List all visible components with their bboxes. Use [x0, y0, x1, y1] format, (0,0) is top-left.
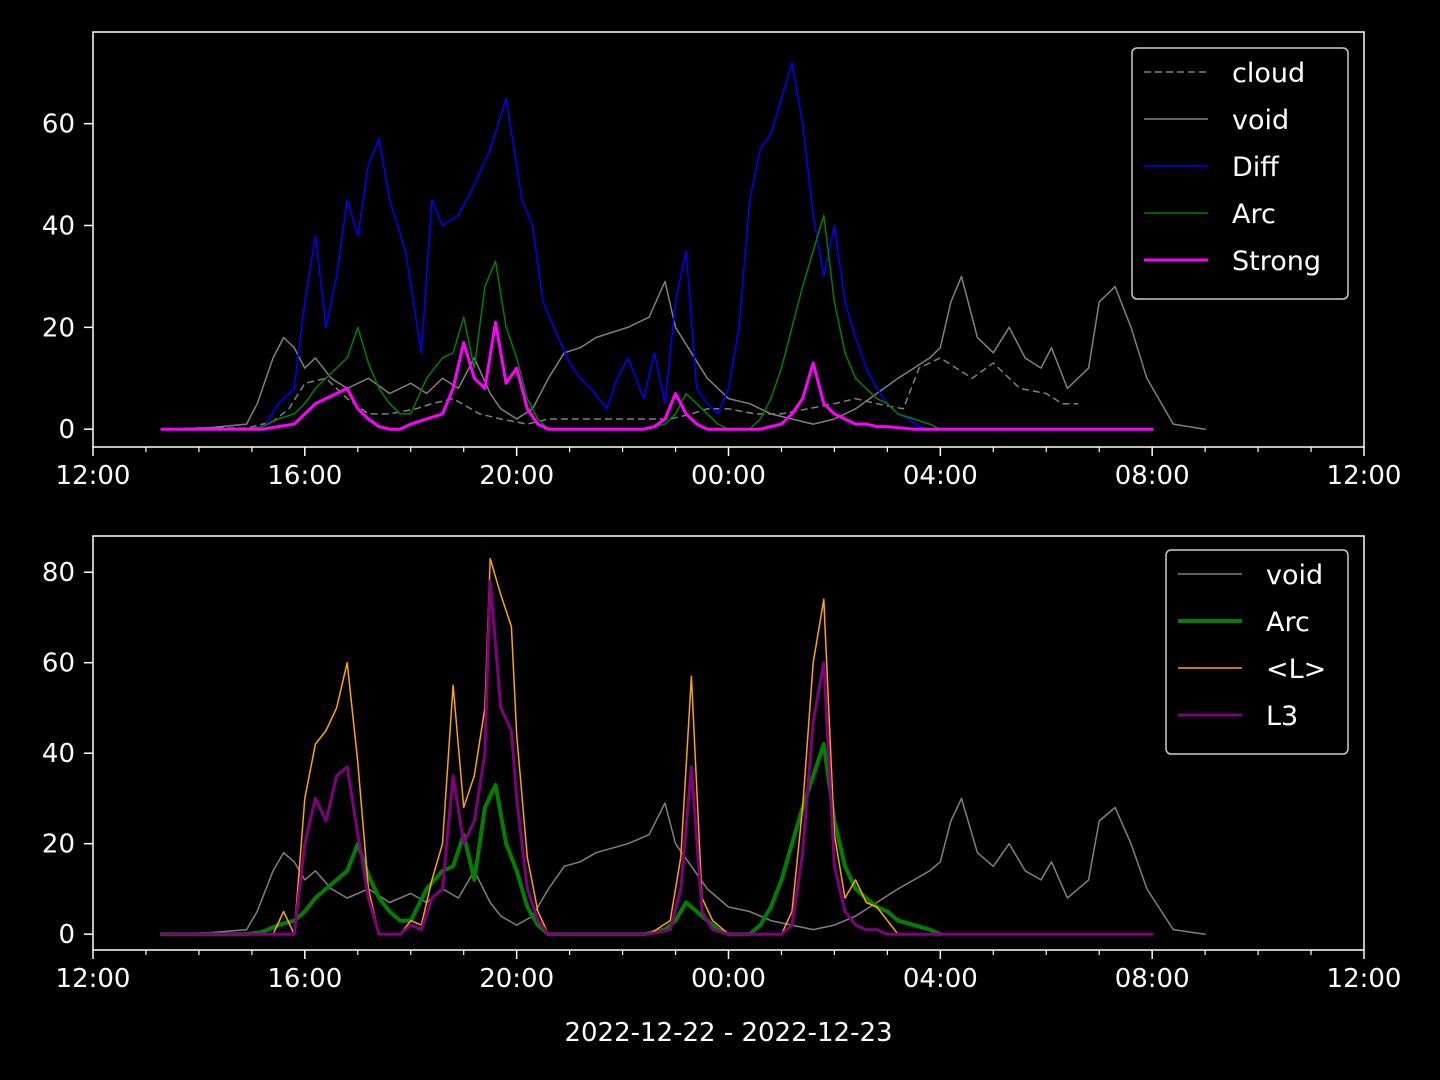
x-tick-label: 12:00 — [1327, 461, 1402, 491]
legend-label: Diff — [1232, 152, 1280, 183]
y-tick-label: 20 — [42, 830, 75, 860]
legend-box — [1131, 47, 1349, 300]
y-tick-label: 60 — [42, 110, 75, 140]
legend: cloud void Diff Arc Strong — [1131, 47, 1349, 300]
y-tick-label: 40 — [42, 739, 75, 769]
x-tick-label: 04:00 — [903, 964, 978, 994]
legend-label: Strong — [1232, 246, 1321, 277]
x-tick-label: 04:00 — [903, 461, 978, 491]
legend-label: cloud — [1232, 58, 1305, 89]
x-tick-label: 16:00 — [267, 964, 342, 994]
x-tick-label: 00:00 — [691, 461, 766, 491]
x-tick-label: 12:00 — [56, 461, 131, 491]
x-tick-label: 20:00 — [479, 461, 554, 491]
series-line-arc — [159, 742, 943, 937]
series-line-l — [161, 557, 1153, 935]
legend-label: void — [1266, 560, 1323, 591]
legend-label: Arc — [1232, 199, 1276, 230]
x-tick-label: 08:00 — [1115, 964, 1190, 994]
legend: void Arc <L> L3 — [1165, 549, 1349, 755]
y-tick-label: 20 — [42, 313, 75, 343]
y-tick-label: 80 — [42, 558, 75, 588]
series-line-void — [161, 797, 1206, 935]
legend-label: Arc — [1266, 607, 1310, 638]
x-tick-label: 20:00 — [479, 964, 554, 994]
x-tick-label: 08:00 — [1115, 461, 1190, 491]
legend-label: <L> — [1266, 654, 1326, 685]
x-tick-label: 12:00 — [1327, 964, 1402, 994]
chart-panel-1: 12:00 16:00 20:00 00:00 04:00 08:00 12:00 0 20 40… — [42, 31, 1402, 491]
series-line-cloud — [161, 357, 1078, 430]
x-tick-label: 00:00 — [691, 964, 766, 994]
x-tick-label: 12:00 — [56, 964, 131, 994]
plot-area — [160, 61, 1206, 431]
x-axis-label: 2022-12-22 - 2022-12-23 — [564, 1018, 892, 1048]
legend-box — [1165, 549, 1349, 755]
chart-panel-2: 12:00 16:00 20:00 00:00 04:00 08:00 12:00 0 20 40… — [42, 535, 1402, 1048]
y-tick-label: 0 — [58, 920, 75, 950]
series-line-diff — [240, 61, 942, 430]
y-tick-label: 0 — [58, 415, 75, 445]
x-tick-label: 16:00 — [267, 461, 342, 491]
series-line-strong — [160, 320, 1154, 431]
legend-label: L3 — [1266, 701, 1298, 732]
plot-area — [159, 557, 1206, 937]
series-line-l3 — [160, 579, 1154, 936]
y-tick-label: 60 — [42, 649, 75, 679]
legend-label: void — [1232, 105, 1289, 136]
y-tick-label: 40 — [42, 211, 75, 241]
